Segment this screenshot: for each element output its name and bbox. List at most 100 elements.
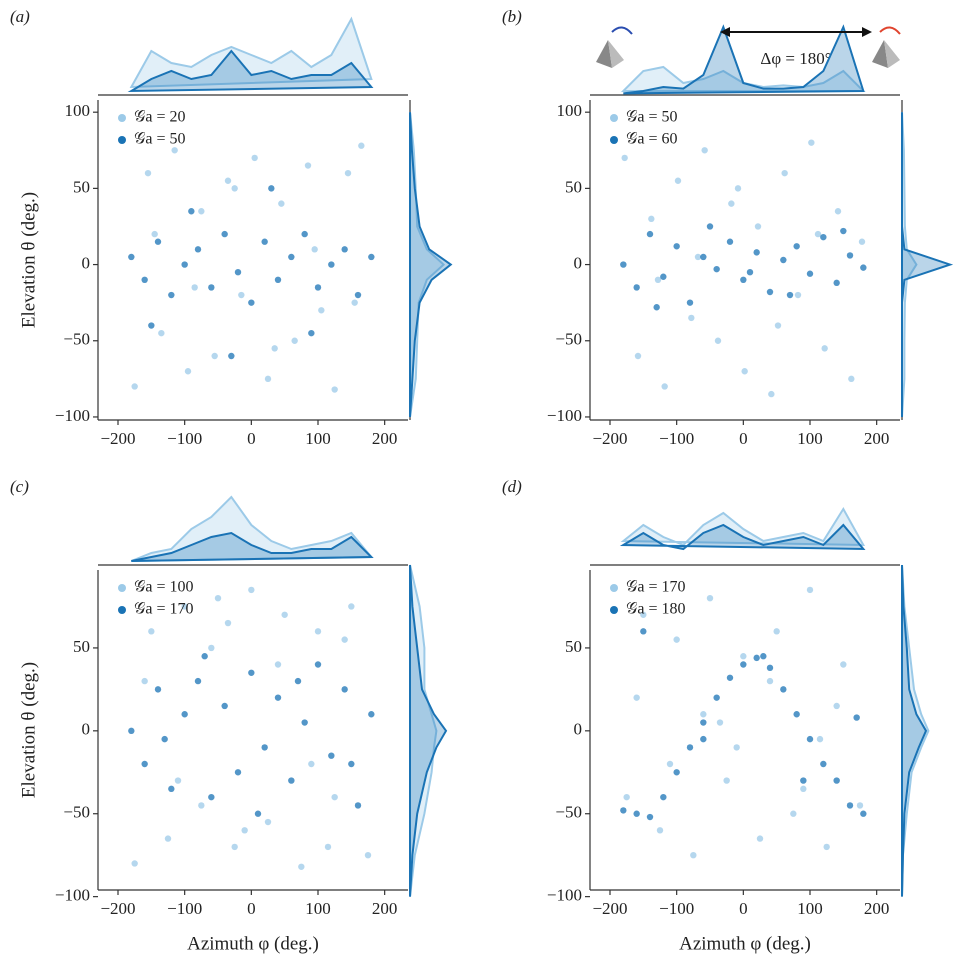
y-density <box>901 112 918 418</box>
point <box>834 208 842 215</box>
legend-swatch <box>610 136 618 144</box>
point <box>806 586 814 594</box>
point <box>790 810 797 817</box>
point <box>328 752 335 759</box>
y-tick-label: 50 <box>565 637 582 656</box>
y-tick-label: 50 <box>73 637 90 656</box>
point <box>766 664 774 672</box>
point <box>726 674 734 681</box>
legend-label: 𝒢a = 50 <box>626 109 678 126</box>
x-tick-label: −200 <box>592 429 627 448</box>
point <box>171 147 178 154</box>
point <box>766 677 774 685</box>
point <box>288 777 295 784</box>
point <box>164 835 172 842</box>
point <box>144 169 152 177</box>
point <box>686 744 694 751</box>
panel-label: (a) <box>10 7 30 26</box>
point <box>633 810 640 817</box>
point <box>161 735 168 743</box>
point <box>660 273 667 280</box>
x-tick-label: 100 <box>797 899 823 918</box>
point <box>194 677 202 685</box>
point <box>740 653 747 660</box>
y-tick-label: 100 <box>557 101 583 120</box>
point <box>294 677 302 685</box>
point <box>274 661 282 668</box>
point <box>756 835 764 842</box>
point <box>358 142 365 149</box>
legend-swatch <box>610 584 618 592</box>
point <box>766 288 774 296</box>
point <box>181 261 188 268</box>
point <box>700 735 707 743</box>
point <box>238 291 245 299</box>
point <box>184 368 192 375</box>
y-axis-label: Elevation θ (deg.) <box>18 192 39 328</box>
point <box>131 860 138 867</box>
point <box>793 711 800 718</box>
point <box>666 760 674 768</box>
point <box>234 268 242 276</box>
point <box>141 677 148 685</box>
point <box>208 284 215 291</box>
y-density <box>409 112 446 418</box>
point <box>688 314 695 322</box>
point <box>753 654 760 662</box>
point <box>673 769 680 776</box>
x-tick-label: 200 <box>372 429 398 448</box>
point <box>780 256 787 264</box>
point <box>168 785 175 793</box>
point <box>318 307 325 314</box>
point <box>261 744 268 751</box>
point <box>653 304 660 311</box>
point <box>208 793 215 801</box>
point <box>740 661 747 668</box>
point <box>713 694 720 701</box>
x-tick-label: −200 <box>100 429 135 448</box>
point <box>660 793 667 801</box>
point <box>686 299 694 306</box>
point <box>656 827 664 834</box>
point <box>351 299 358 306</box>
point <box>740 276 747 284</box>
x-tick-label: −100 <box>167 429 202 448</box>
point <box>221 230 228 238</box>
legend-label: 𝒢a = 100 <box>134 579 194 596</box>
y-density <box>409 112 453 418</box>
point <box>806 270 814 277</box>
point <box>648 215 655 223</box>
point <box>191 284 198 291</box>
point <box>701 147 708 154</box>
point <box>354 802 362 809</box>
x-tick-label: −100 <box>659 429 694 448</box>
point <box>723 777 730 784</box>
point <box>274 694 282 701</box>
point <box>821 345 828 352</box>
point <box>268 185 275 192</box>
legend-label: 𝒢a = 20 <box>134 109 186 126</box>
point <box>194 246 202 253</box>
x-tick-label: −100 <box>167 899 202 918</box>
point <box>673 243 680 250</box>
y-tick-label: −50 <box>63 803 90 822</box>
point <box>848 375 855 383</box>
point <box>620 261 627 268</box>
panel-label: (d) <box>502 477 522 496</box>
point <box>248 586 255 594</box>
point <box>188 208 195 215</box>
annotation: Δφ = 180° <box>760 49 831 68</box>
point <box>154 238 162 245</box>
x-density <box>131 531 374 562</box>
legend-label: 𝒢a = 60 <box>626 131 678 148</box>
x-tick-label: 100 <box>305 899 331 918</box>
point <box>623 793 630 801</box>
point <box>786 291 794 299</box>
legend-swatch <box>118 114 126 122</box>
point <box>674 177 682 184</box>
point <box>368 711 375 718</box>
point <box>716 719 724 726</box>
y-tick-label: −100 <box>547 886 582 905</box>
point <box>291 337 298 344</box>
y-tick-label: −100 <box>55 406 90 425</box>
